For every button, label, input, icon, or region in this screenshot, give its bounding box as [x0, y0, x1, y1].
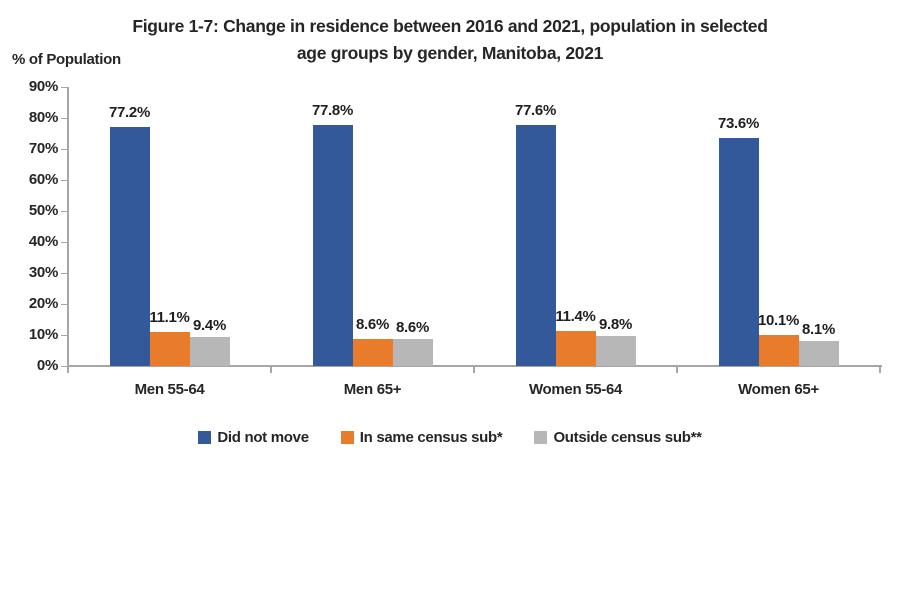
bar-did-not-move [312, 124, 353, 366]
y-tick-label: 60% [28, 171, 58, 188]
y-tick-label: 80% [28, 109, 58, 126]
bar-in-same-census-sub- [555, 330, 596, 366]
bar-outside-census-sub- [798, 340, 839, 366]
y-tick-label: 90% [28, 78, 58, 95]
x-tick [270, 366, 272, 373]
y-tick [61, 365, 68, 367]
bar-outside-census-sub- [189, 336, 230, 366]
y-tick [61, 117, 68, 119]
x-category-label: Men 55-64 [134, 381, 205, 398]
data-label: 9.4% [193, 316, 226, 334]
y-tick-label: 40% [28, 233, 58, 250]
x-tick [473, 366, 475, 373]
bar-in-same-census-sub- [149, 331, 190, 366]
bar-outside-census-sub- [595, 335, 636, 366]
y-tick [61, 179, 68, 181]
bar-did-not-move [109, 126, 150, 366]
data-label: 8.6% [396, 319, 429, 337]
legend-swatch-icon [534, 431, 548, 444]
y-axis-line [66, 87, 69, 368]
data-label: 77.8% [311, 101, 354, 119]
bar-in-same-census-sub- [352, 339, 393, 366]
x-tick [67, 366, 69, 373]
bar-did-not-move [515, 125, 556, 366]
legend-label: Outside census sub** [553, 429, 702, 446]
x-category-label: Women 65+ [738, 381, 819, 398]
chart-title: Figure 1-7: Change in residence between … [80, 13, 820, 67]
legend-swatch-icon [340, 431, 354, 444]
legend-item: In same census sub* [340, 429, 503, 446]
y-tick [61, 241, 68, 243]
x-category-label: Men 65+ [343, 381, 402, 398]
y-tick [61, 272, 68, 274]
y-tick [61, 303, 68, 305]
data-label: 77.2% [108, 103, 151, 121]
data-label: 77.6% [514, 102, 557, 120]
y-tick [61, 334, 68, 336]
x-tick [676, 366, 678, 373]
bar-outside-census-sub- [392, 339, 433, 366]
data-label: 9.8% [599, 315, 632, 333]
bar-did-not-move [718, 137, 759, 366]
legend-item: Did not move [198, 429, 309, 446]
legend-label: In same census sub* [359, 429, 503, 446]
data-label: 8.6% [356, 316, 389, 334]
data-label: 11.1% [149, 308, 190, 326]
y-tick-label: 30% [28, 264, 58, 281]
bar-in-same-census-sub- [758, 334, 799, 366]
y-tick-label: 20% [28, 295, 58, 312]
legend-item: Outside census sub** [534, 429, 702, 446]
y-axis-title: % of Population [12, 51, 121, 68]
x-axis-line [68, 364, 882, 367]
y-tick [61, 148, 68, 150]
data-label: 11.4% [555, 307, 596, 325]
chart-title-line-2: age groups by gender, Manitoba, 2021 [296, 43, 604, 63]
x-tick [879, 366, 881, 373]
y-tick-label: 10% [28, 326, 58, 343]
data-label: 73.6% [717, 114, 760, 132]
y-tick [61, 210, 68, 212]
chart-title-line-1: Figure 1-7: Change in residence between … [132, 16, 768, 36]
y-tick [61, 86, 68, 88]
legend-label: Did not move [217, 429, 309, 446]
legend: Did not move In same census sub* Outside c… [0, 429, 900, 446]
y-tick-label: 0% [36, 357, 58, 374]
data-label: 10.1% [757, 311, 800, 329]
y-tick-label: 70% [28, 140, 58, 157]
y-tick-label: 50% [28, 202, 58, 219]
x-category-label: Women 55-64 [528, 381, 623, 398]
legend-swatch-icon [198, 431, 212, 444]
data-label: 8.1% [802, 320, 835, 338]
